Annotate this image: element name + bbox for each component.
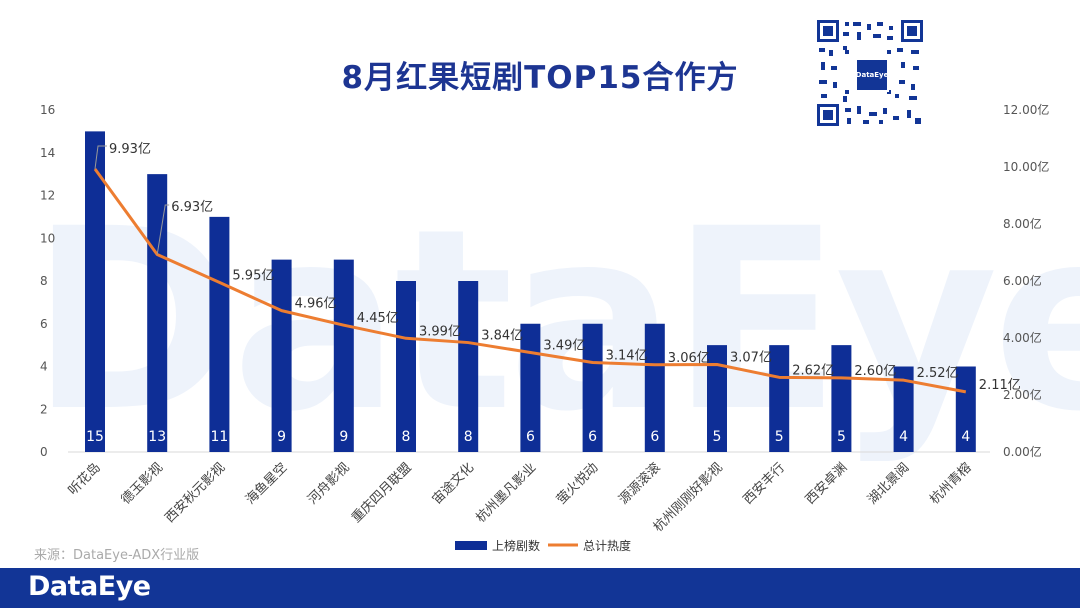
category-label: 西安丰行 [741,460,788,507]
legend-line-label: 总计热度 [583,538,631,553]
y-right-tick: 12.00亿 [1003,102,1049,117]
line-value-label: 4.96亿 [295,297,337,312]
y-right-tick: 10.00亿 [1003,159,1049,174]
bar-value-label: 9 [277,429,286,445]
bar-value-label: 4 [961,429,970,445]
bar [893,366,914,452]
bar-value-label: 6 [650,429,659,445]
bar-value-label: 15 [86,429,104,445]
bar [769,345,790,452]
y-right-tick: 0.00亿 [1003,444,1042,459]
qr-code-icon [817,20,923,126]
category-label: 德玉影视 [119,460,166,507]
bar-value-label: 6 [526,429,535,445]
bar [333,259,354,452]
right-axis: 0.00亿 2.00亿 4.00亿 6.00亿 8.00亿 10.00亿 12.00亿 [1003,102,1049,459]
y-right-tick: 8.00亿 [1003,216,1042,231]
line-value-label: 4.45亿 [357,311,399,326]
line-layer [93,168,967,394]
legend: 上榜剧数 总计热度 [455,538,631,553]
leader-line [156,204,170,255]
line-value-label: 9.93亿 [109,142,151,157]
bars [85,131,976,452]
category-label: 重庆四月联盟 [348,460,414,526]
category-label: 杭州墨凡影业 [473,460,539,526]
line-value-label: 3.07亿 [730,351,772,366]
y-left-tick: 2 [40,402,48,416]
line-value-label: 6.93亿 [171,200,213,215]
bar [147,174,168,452]
footer-bar: DataEye [0,568,1080,608]
bar [271,259,292,452]
y-left-tick: 16 [40,103,55,117]
bar-value-label: 6 [588,429,597,445]
bar [955,366,976,452]
y-left-tick: 0 [40,445,48,459]
line-value-label: 2.52亿 [917,366,959,381]
bar [85,131,105,452]
legend-bar-swatch [455,541,487,550]
leader-line [94,145,107,170]
line-value-label: 2.60亿 [854,364,896,379]
line-value-label: 3.06亿 [668,351,710,366]
category-label: 杭州青榕 [927,460,974,507]
category-label: 海鱼星空 [242,460,290,508]
line-value-label: 3.99亿 [419,324,461,339]
bar-value-label: 5 [775,429,784,445]
bar-value-label: 9 [339,429,348,445]
bar [707,345,727,452]
category-label: 湖北景阅 [865,460,912,507]
y-left-tick: 4 [40,360,48,374]
bar [209,216,230,452]
bar [582,323,603,452]
bar [458,281,479,452]
source-note: 来源：DataEye-ADX行业版 [34,548,200,563]
bar-value-label: 4 [899,429,908,445]
bar [644,323,665,452]
line-value-label: 3.84亿 [481,329,523,344]
line-value-label: 2.62亿 [792,363,834,378]
y-left-tick: 8 [40,274,48,288]
bar-labels: 15 13 11 9 9 8 8 6 6 6 5 5 5 4 4 [86,429,970,445]
category-label: 听花岛 [65,460,104,499]
y-left-tick: 10 [40,231,55,245]
y-right-tick: 4.00亿 [1003,330,1042,345]
y-left-tick: 14 [40,146,55,160]
line-value-label: 3.14亿 [606,349,648,364]
chart-title: 8月红果短剧TOP15合作方 [341,60,739,96]
qr-center-logo: DataEye [855,58,889,92]
category-label: 宙途文化 [429,460,477,508]
line-value-label: 3.49亿 [543,339,585,354]
legend-bar-label: 上榜剧数 [492,538,540,553]
line-labels: 9.93亿 6.93亿 5.95亿 4.96亿 4.45亿 3.99亿 3.84亿 3.49亿… [94,142,1021,393]
bar-value-label: 5 [713,429,722,445]
bar-value-label: 8 [464,429,473,445]
bar-value-label: 5 [837,429,846,445]
y-left-tick: 12 [40,189,55,203]
bar [396,281,416,452]
category-label: 萤火悦动 [554,460,601,507]
line-value-label: 2.11亿 [979,378,1021,393]
bar-value-label: 8 [402,429,411,445]
heat-line [93,168,967,394]
bar [831,345,852,452]
category-label: 西安秋元影视 [162,460,228,526]
bar [520,323,541,452]
category-label: 河舟影视 [305,460,352,507]
bar-value-label: 11 [210,429,228,445]
qr-code: DataEye [817,20,923,126]
bar-value-label: 13 [148,429,166,445]
category-label: 源源滚滚 [616,460,664,508]
category-label: 西安卓渊 [803,460,850,507]
y-left-tick: 6 [40,317,48,331]
y-right-tick: 2.00亿 [1003,387,1042,402]
brand-logo: DataEye [28,571,151,602]
line-value-label: 5.95亿 [232,268,274,283]
y-right-tick: 6.00亿 [1003,273,1042,288]
left-axis: 0 2 4 6 8 10 12 14 16 [40,103,55,459]
